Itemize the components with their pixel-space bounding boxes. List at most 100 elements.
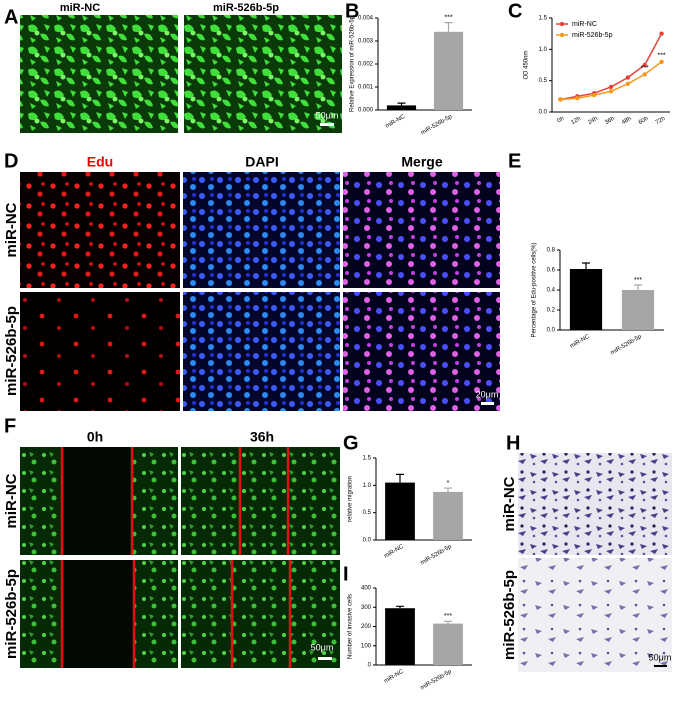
y-tick-label: 0.003 [358,39,374,45]
x-tick-label: miR-NC [569,334,591,350]
scale-label: 20μm [476,389,499,399]
significance: * [447,480,450,487]
y-tick-label: 0.6 [547,268,556,274]
x-tick-label: 12h [570,116,582,126]
scale-bar [318,657,332,660]
micrograph [184,15,342,133]
legend-label: miR-526b-5p [572,32,613,39]
y-tick-label: 1.5 [539,16,548,22]
error-bar [396,605,404,609]
y-tick-label: 1.0 [363,483,372,489]
legend-marker [559,21,565,27]
panel-letter: H [506,432,520,454]
x-tick-label: 24h [587,116,599,126]
x-tick-label: 60h [638,116,650,126]
significance: *** [634,277,642,284]
row-label: miR-NC [3,202,20,257]
y-tick-label: 0.2 [547,308,556,314]
wound-gap [62,447,132,555]
y-tick-label: 0.0 [539,110,548,116]
column-header: 36h [250,429,274,445]
legend-marker [559,32,565,38]
bar [385,608,415,665]
point [659,59,664,65]
bar [433,31,464,110]
point [575,96,580,101]
significance: *** [444,14,452,21]
micrograph [181,447,340,555]
y-tick-label: 0.001 [358,85,374,91]
scale-label: 50μm [311,642,334,652]
point [642,62,647,68]
point [608,89,614,94]
micrograph [518,453,672,555]
point [659,31,664,36]
row-label: miR-526b-5p [501,570,518,660]
caption: miR-NC [60,2,100,14]
y-axis-label: Number of invasive cells [348,594,354,659]
caption: miR-526b-5p [213,2,279,14]
legend-label: miR-NC [572,21,597,28]
error-bar [634,284,642,290]
x-tick-label: 72h [655,116,667,126]
bar [386,105,417,110]
panel-letter: G [343,432,359,454]
wound-edges [60,447,292,668]
point [608,84,614,90]
y-tick-label: 0.004 [358,16,374,22]
panel-letter: A [4,6,18,28]
row-label: miR-526b-5p [3,306,20,396]
column-header: DAPI [245,154,278,170]
error-bar [444,487,452,492]
point [642,72,647,77]
panel-letter: I [343,563,349,585]
micrograph [183,292,340,411]
y-tick-label: 1.5 [363,456,372,462]
micrograph [181,560,340,668]
x-tick-label: 36h [604,116,616,126]
scale-label: 50μm [649,652,672,662]
x-tick-label: miR-NC [383,669,405,685]
y-axis-label: Relative Expression of miR-526b-5p [350,15,356,112]
micrograph [343,172,500,288]
panel-letter: C [508,0,522,22]
column-header: Merge [401,154,442,170]
bar [621,290,655,330]
y-tick-label: 0.8 [547,248,556,254]
error-bar [444,22,453,32]
y-tick-label: 0.002 [358,62,374,68]
column-header: Edu [87,154,113,170]
row-label: miR-NC [3,473,20,528]
y-tick-label: 300 [361,605,372,611]
scale-bar [320,123,334,126]
significance: *** [657,53,665,60]
error-bar [582,262,590,269]
y-axis-label: relative migration [348,476,354,522]
y-axis-label: Percentage of Edu-positive cells(%) [532,242,538,337]
bar [433,491,463,540]
point [625,81,631,87]
y-tick-label: 100 [361,643,372,649]
row-label: miR-526b-5p [3,569,20,659]
error-bar [397,102,406,106]
y-tick-label: 0.5 [363,510,372,516]
point [558,97,563,102]
significance: *** [641,65,649,72]
micrograph [518,558,672,672]
x-tick-label: miR-526b-5p [420,114,454,137]
point [591,92,597,98]
scale-bar [654,665,667,667]
micrograph [20,172,180,288]
error-bar [396,473,404,483]
y-tick-label: 200 [361,624,372,630]
scale-bar [481,402,494,405]
panel-letter: D [4,150,18,172]
column-header: 0h [87,429,103,445]
bar [385,482,415,540]
panel-letter: F [4,415,16,437]
x-tick-label: 0h [556,116,565,125]
x-tick-label: miR-526b-5p [420,544,454,567]
wound-gap [62,560,134,668]
significance: *** [444,613,452,620]
